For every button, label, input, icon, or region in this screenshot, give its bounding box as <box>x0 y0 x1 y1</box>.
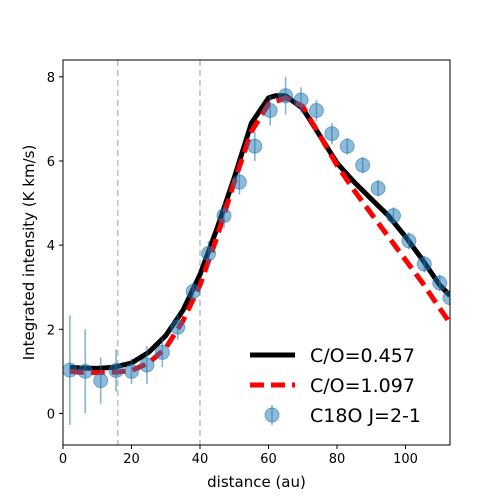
x-tick-label: 40 <box>192 452 209 467</box>
y-tick-label: 4 <box>47 239 55 254</box>
data-point <box>401 233 417 249</box>
legend-label: C/O=0.457 <box>310 345 415 367</box>
y-axis-ticks: 0 2 4 6 8 <box>47 71 63 422</box>
data-point <box>247 138 263 154</box>
legend-item: C/O=1.097 <box>250 375 415 397</box>
data-point <box>139 357 155 373</box>
data-point <box>123 363 139 379</box>
data-point <box>231 174 247 190</box>
x-tick-label: 0 <box>59 452 67 467</box>
x-axis-ticks: 0 20 40 60 80 100 <box>59 445 418 467</box>
y-tick-label: 0 <box>47 407 55 422</box>
data-point <box>154 344 170 360</box>
data-point <box>108 363 124 379</box>
data-point <box>324 126 340 142</box>
legend-item: C18O J=2-1 <box>264 405 421 427</box>
data-point <box>201 246 217 262</box>
x-axis-label: distance (au) <box>207 473 306 491</box>
reference-lines <box>117 60 201 445</box>
data-point <box>216 208 232 224</box>
legend-label: C/O=1.097 <box>310 375 415 397</box>
data-point <box>77 363 93 379</box>
data-point <box>385 208 401 224</box>
data-point <box>170 319 186 335</box>
data-point <box>93 373 109 389</box>
legend-marker <box>264 407 280 423</box>
legend: C/O=0.457 C/O=1.097 C18O J=2-1 <box>250 345 421 427</box>
axes-frame <box>62 59 451 446</box>
series-c18o <box>63 76 450 425</box>
data-point <box>185 283 201 299</box>
y-axis-label: Integrated intensity (K km/s) <box>20 145 38 361</box>
data-point <box>63 362 78 378</box>
x-tick-label: 20 <box>123 452 140 467</box>
data-point <box>308 102 324 118</box>
data-point <box>416 256 432 272</box>
data-point <box>442 290 450 306</box>
legend-item: C/O=0.457 <box>250 345 415 367</box>
data-point <box>278 88 294 104</box>
series-line-c-o-0457 <box>69 93 450 371</box>
x-tick-label: 80 <box>329 452 346 467</box>
legend-label: C18O J=2-1 <box>310 405 421 427</box>
data-point <box>370 180 386 196</box>
y-tick-label: 8 <box>47 71 55 86</box>
series-line-c-o-1097 <box>69 95 450 376</box>
data-point <box>339 138 355 154</box>
data-point <box>293 92 309 108</box>
y-tick-label: 6 <box>47 155 55 170</box>
x-tick-label: 100 <box>393 452 418 467</box>
data-point <box>262 102 278 118</box>
y-tick-label: 2 <box>47 323 55 338</box>
data-point <box>355 157 371 173</box>
plot-data <box>63 76 450 425</box>
data-point <box>432 275 448 291</box>
x-tick-label: 60 <box>260 452 277 467</box>
